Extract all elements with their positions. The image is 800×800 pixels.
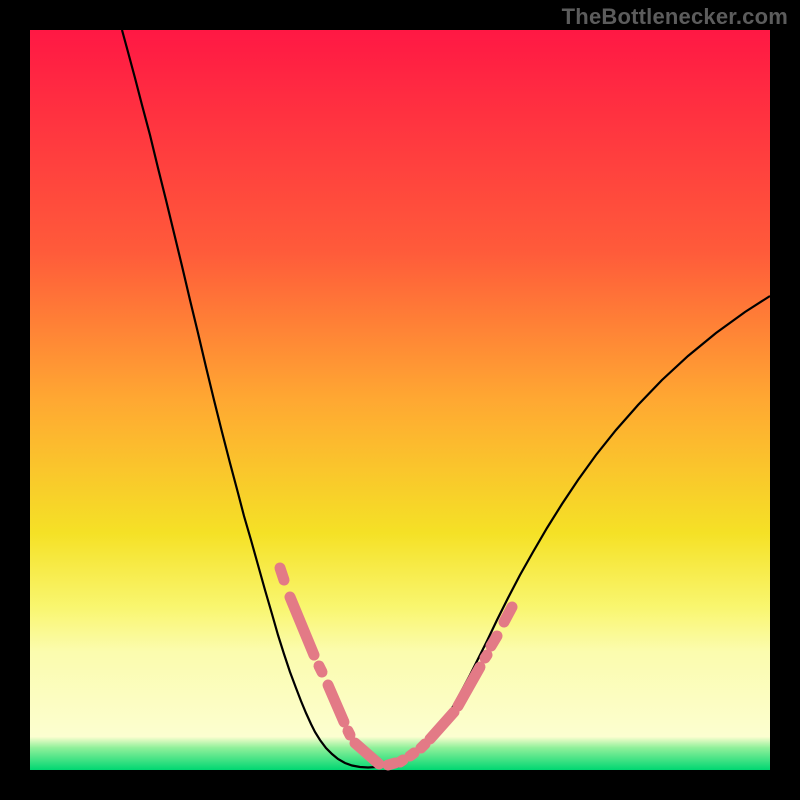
marker-segment	[504, 607, 512, 622]
bottleneck-chart: TheBottlenecker.com	[0, 0, 800, 800]
marker-segment	[410, 753, 414, 756]
marker-segment	[280, 568, 284, 580]
marker-segment	[388, 763, 395, 765]
marker-segment	[421, 744, 425, 748]
marker-segment	[348, 731, 350, 735]
marker-segment	[319, 666, 322, 672]
chart-svg	[0, 0, 800, 800]
marker-segment	[400, 760, 403, 762]
watermark-text: TheBottlenecker.com	[562, 4, 788, 30]
plot-area	[30, 30, 770, 770]
marker-segment	[491, 636, 497, 646]
marker-segment	[485, 655, 487, 658]
